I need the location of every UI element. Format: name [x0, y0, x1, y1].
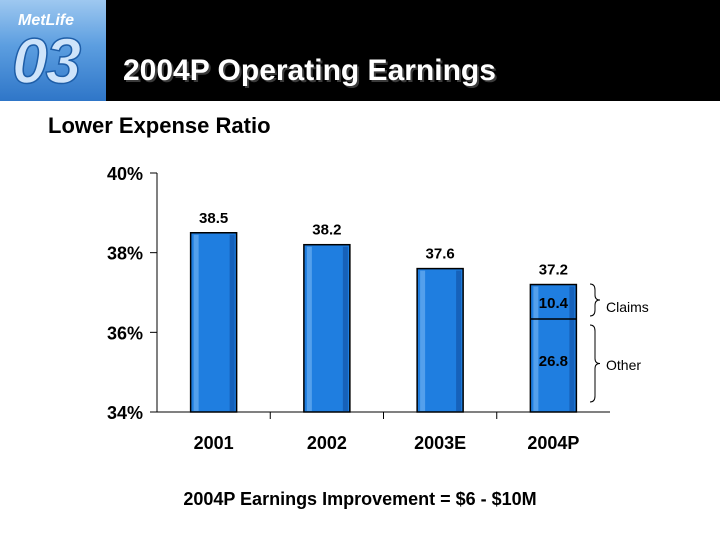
chart-axes: 34% 36% 38% 40% [107, 164, 610, 423]
y-tick-label: 40% [107, 164, 143, 184]
chart-subtitle: Lower Expense Ratio [48, 113, 271, 138]
segment-value-other: 26.8 [539, 353, 568, 370]
bar-value-label: 38.2 [312, 222, 341, 239]
labels-group: 38.5 2001 38.2 2002 37.6 2003E 37.2 2004P 26.8 10… [194, 210, 649, 453]
bar-shadow [229, 234, 235, 411]
bar-shadow [456, 270, 462, 411]
bar-shadow [569, 286, 575, 411]
bar-value-label: 38.5 [199, 210, 228, 227]
y-tick-label: 38% [107, 244, 143, 264]
bar-value-label: 37.6 [426, 246, 455, 263]
logo-text: MetLife [18, 12, 74, 29]
bar-highlight [420, 270, 426, 411]
metlife-logo: MetLife 03 [0, 0, 106, 101]
legend-claims: Claims [606, 299, 649, 315]
x-tick-label: 2003E [414, 433, 466, 453]
bar-highlight [533, 286, 539, 411]
footer-note: 2004P Earnings Improvement = $6 - $10M [183, 489, 537, 509]
x-tick-label: 2004P [527, 433, 579, 453]
page-title: 2004P Operating Earnings [123, 54, 496, 87]
bar-highlight [193, 234, 199, 411]
header-bar [0, 0, 720, 101]
bar-shadow [342, 246, 348, 411]
y-tick-label: 34% [107, 403, 143, 423]
claims-brace [589, 283, 601, 317]
legend-other: Other [606, 357, 641, 373]
bar-highlight [306, 246, 312, 411]
x-tick-label: 2001 [194, 433, 234, 453]
y-tick-label: 36% [107, 323, 143, 343]
other-brace [589, 324, 601, 403]
bars-group [189, 232, 578, 413]
bar-value-label: 37.2 [539, 262, 568, 279]
segment-value-claims: 10.4 [539, 295, 569, 312]
x-tick-label: 2002 [307, 433, 347, 453]
logo-year: 03 [11, 24, 82, 98]
